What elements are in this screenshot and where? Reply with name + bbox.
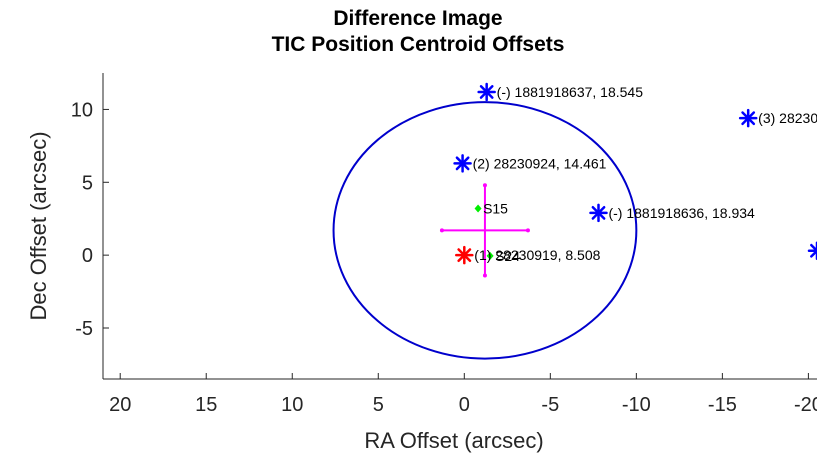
axis-ticks: 20 15 10 5 0 -5 -10 -15 -20 10 5 0 -5 (71, 99, 817, 416)
tic-star-label: (1) 28230919, 8.508 (474, 247, 600, 263)
tic-star-marker (477, 82, 496, 102)
y-tick-label: 5 (82, 172, 93, 194)
tic-stars-layer (453, 82, 817, 265)
tic-star-marker (455, 245, 474, 265)
annotation-labels: (1) 28230919, 8.508 (-) 1881918637, 18.54… (473, 84, 817, 264)
x-tick-label: 15 (195, 394, 217, 416)
tic-star-marker (589, 203, 608, 223)
chart-title-line-1: Difference Image (333, 7, 502, 30)
x-tick-label: -20 (794, 394, 817, 416)
tic-star-label: (-) 1881918637, 18.545 (497, 84, 644, 100)
centroids-layer (474, 204, 494, 260)
centroid-marker (486, 251, 494, 260)
tic-star-marker (453, 154, 472, 173)
y-tick-label: 10 (71, 99, 93, 121)
mean-centroid-errorbar-end (482, 183, 487, 188)
tic-star-label: (3) 28230927, 19.174 (758, 110, 817, 126)
tic-star-label: (-) 1881918636, 18.934 (608, 205, 755, 221)
x-tick-label: 5 (373, 394, 384, 416)
mean-centroid-errorbar-end (525, 228, 530, 233)
centroid-label: S24 (495, 248, 520, 264)
x-tick-label: 0 (459, 394, 470, 416)
x-tick-label: 20 (109, 394, 131, 416)
y-axis-label: Dec Offset (arcsec) (26, 131, 51, 320)
tic-star-marker (738, 108, 758, 128)
x-tick-label: -5 (541, 394, 559, 416)
x-tick-label: -15 (708, 394, 737, 416)
error-circle-layer (332, 101, 638, 360)
centroid-marker (474, 204, 482, 213)
mean-centroid-layer (439, 183, 530, 278)
x-tick-label: 10 (281, 394, 303, 416)
mean-centroid-errorbar-end (482, 273, 487, 278)
tic-star-label: (2) 28230924, 14.461 (473, 155, 607, 171)
error-circle (332, 101, 638, 360)
chart-title-line-2: TIC Position Centroid Offsets (272, 33, 565, 56)
tic-star-marker (807, 241, 817, 261)
centroid-label: S15 (483, 201, 508, 217)
mean-centroid-errorbar-end (439, 228, 444, 233)
x-axis-label: RA Offset (arcsec) (364, 428, 543, 453)
x-tick-label: -10 (622, 394, 651, 416)
y-tick-label: -5 (75, 318, 93, 340)
y-tick-label: 0 (82, 245, 93, 267)
